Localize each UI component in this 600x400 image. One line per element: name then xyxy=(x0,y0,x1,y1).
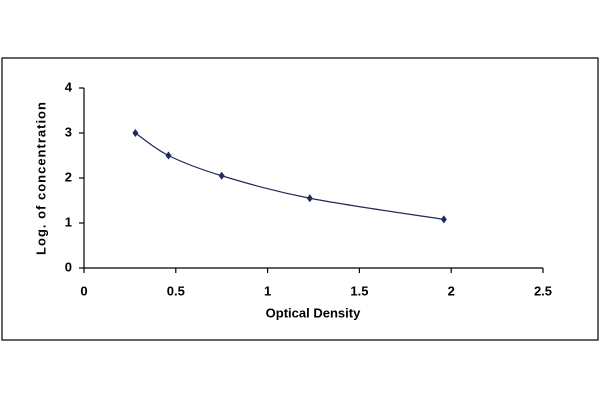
chart-frame xyxy=(1,57,599,341)
y-tick-label: 0 xyxy=(65,259,72,274)
y-tick-label: 1 xyxy=(65,214,72,229)
y-tick-label: 4 xyxy=(65,79,73,94)
x-tick-label: 2 xyxy=(448,283,455,298)
x-tick-label: 0 xyxy=(80,283,87,298)
y-axis-title: Log. of concentration xyxy=(33,101,48,255)
data-point xyxy=(440,215,447,224)
y-tick-label: 3 xyxy=(65,124,72,139)
y-tick-label: 2 xyxy=(65,169,72,184)
data-point xyxy=(132,129,139,137)
x-tick-label: 1 xyxy=(264,283,271,298)
data-line xyxy=(135,132,444,220)
x-tick-label: 2.5 xyxy=(534,283,552,298)
data-point xyxy=(165,151,172,160)
data-point xyxy=(306,194,313,203)
x-tick-label: 0.5 xyxy=(167,283,185,298)
data-point xyxy=(218,171,225,180)
x-axis-title: Optical Density xyxy=(266,305,361,320)
x-tick-label: 1.5 xyxy=(350,283,368,298)
